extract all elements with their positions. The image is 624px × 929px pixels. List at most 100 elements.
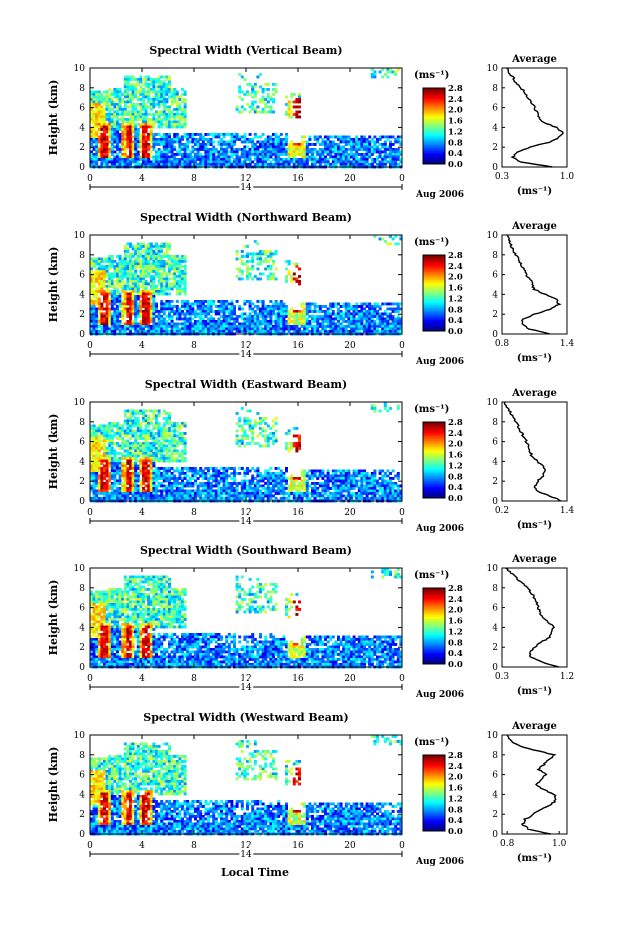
heatmap-cell [126,160,130,164]
heatmap-cell [196,140,200,144]
heatmap-cell [131,454,135,458]
heatmap-cell [134,310,138,313]
heatmap-cell [253,153,257,156]
heatmap-cell [183,307,187,311]
heatmap-cell [246,83,249,86]
heatmap-cell [144,120,148,124]
heatmap-cell [201,302,205,306]
colorbar-swatch [423,88,445,91]
heatmap-cell [162,265,166,268]
heatmap-cell [183,267,187,271]
heatmap-cell [386,315,390,318]
heatmap-cell [321,138,325,141]
heatmap-cell [108,108,112,111]
heatmap-cell [126,135,130,139]
heatmap-cell [152,315,156,318]
heatmap-cell [331,320,335,323]
heatmap-cell [178,123,182,126]
heatmap-cell [103,494,106,498]
heatmap-cell [121,444,125,448]
heatmap-cell [113,494,117,498]
heatmap-cell [246,320,249,323]
heatmap-cell [92,437,96,440]
heatmap-cell [266,277,270,281]
heatmap-cell [165,255,169,258]
heatmap-cell [274,252,278,256]
heatmap-cell [168,140,171,144]
heatmap-cell [129,128,132,131]
heatmap-cell [365,155,369,159]
heatmap-cell [155,118,158,121]
heatmap-cell [316,310,320,313]
heatmap-cell [118,135,122,139]
heatmap-cell [321,320,325,323]
heatmap-cell [175,100,179,104]
heatmap-cell [118,133,122,136]
heatmap-cell [386,148,390,151]
heatmap-cell [331,155,335,159]
heatmap-cell [181,100,184,104]
heatmap-cell [92,487,96,490]
colorbar-tick-label: 0.8 [448,305,463,315]
heatmap-cell [110,135,114,139]
heatmap-cell [165,307,169,311]
heatmap-cell [339,153,343,156]
heatmap-cell [360,305,364,308]
heatmap-cell [266,148,270,151]
heatmap-cell [118,280,122,283]
heatmap-cell [149,285,153,288]
heatmap-cell [368,302,372,306]
heatmap-cell [149,133,153,136]
heatmap-cell [149,105,153,109]
heatmap-cell [256,307,260,311]
heatmap-cell [173,260,177,263]
heatmap-cell [134,302,138,306]
panel-title: Spectral Width (Vertical Beam) [149,44,342,57]
heatmap-cell [321,325,325,328]
heatmap-cell [175,325,179,328]
heatmap-cell [168,265,171,268]
heatmap-cell [90,143,93,146]
heatmap-cell [152,300,156,303]
heatmap-cell [95,427,99,430]
heatmap-cell [230,330,234,333]
heatmap-cell [350,322,353,326]
heatmap-cell [123,462,127,465]
heatmap-cell [95,267,99,271]
heatmap-cell [123,305,127,308]
heatmap-cell [235,155,239,159]
heatmap-cell [389,327,392,331]
heatmap-cell [334,143,338,146]
heatmap-cell [334,163,338,166]
heatmap-cell [238,110,242,114]
heatmap-cell [342,312,346,316]
heatmap-cell [139,260,143,263]
average-frame [501,234,568,335]
heatmap-cell [303,320,307,323]
heatmap-cell [227,160,231,164]
heatmap-cell [352,315,356,318]
heatmap-cell [121,267,125,271]
heatmap-cell [116,494,119,498]
heatmap-cell [116,325,119,328]
heatmap-cell [305,160,309,164]
heatmap-cell [113,462,117,465]
heatmap-cell [113,140,117,144]
heatmap-cell [144,307,148,311]
heatmap-cell [116,312,119,316]
heatmap-cell [207,310,210,313]
heatmap-cell [269,305,273,308]
heatmap-cell [230,145,234,149]
heatmap-cell [134,290,138,293]
heatmap-cell [378,320,382,323]
heatmap-cell [126,482,130,485]
heatmap-cell [238,307,242,311]
heatmap-cell [251,100,255,104]
heatmap-cell [126,497,130,500]
heatmap-cell [337,307,340,311]
heatmap-cell [290,327,294,331]
heatmap-cell [266,145,270,149]
heatmap-cell [220,327,223,331]
heatmap-cell [152,330,156,333]
heatmap-cell [100,93,104,96]
